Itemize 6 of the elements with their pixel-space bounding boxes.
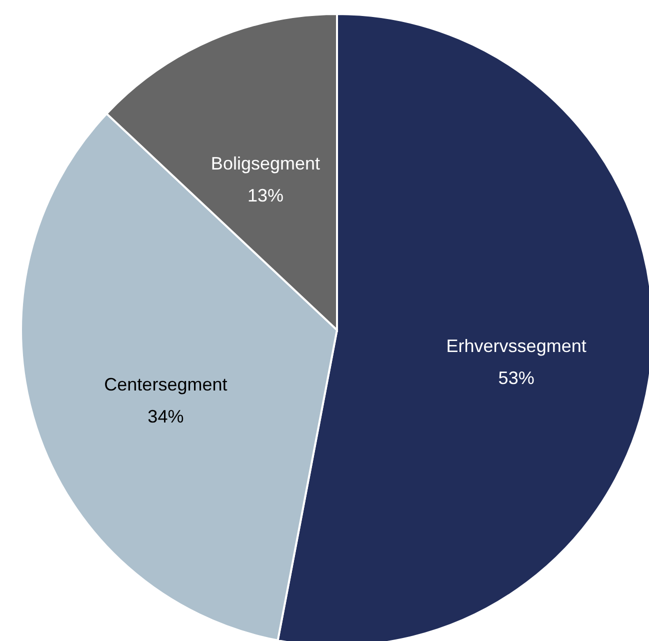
slice-label: Boligsegment xyxy=(210,154,320,174)
data-label: 13% xyxy=(247,186,284,206)
data-label: 53% xyxy=(498,368,534,388)
slice-label: Erhvervssegment xyxy=(446,336,586,356)
data-label: 34% xyxy=(148,406,184,427)
slice-label: Centersegment xyxy=(104,374,228,395)
